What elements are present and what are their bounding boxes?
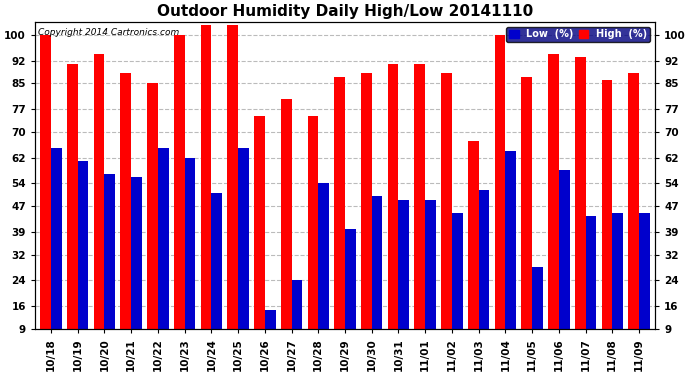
Bar: [415, 64, 425, 358]
Bar: [639, 213, 650, 358]
Bar: [612, 213, 623, 358]
Bar: [104, 174, 115, 358]
Bar: [388, 64, 398, 358]
Bar: [228, 25, 238, 358]
Bar: [67, 64, 78, 358]
Bar: [532, 267, 543, 358]
Bar: [559, 171, 569, 358]
Bar: [254, 116, 265, 358]
Bar: [292, 280, 302, 358]
Bar: [452, 213, 462, 358]
Bar: [211, 193, 222, 358]
Bar: [548, 54, 559, 358]
Bar: [281, 99, 292, 358]
Bar: [94, 54, 104, 358]
Bar: [51, 148, 61, 358]
Bar: [308, 116, 318, 358]
Bar: [158, 148, 168, 358]
Bar: [575, 57, 586, 358]
Bar: [335, 77, 345, 358]
Bar: [586, 216, 596, 358]
Bar: [479, 190, 489, 358]
Bar: [265, 309, 275, 358]
Bar: [40, 34, 51, 358]
Bar: [78, 161, 88, 358]
Bar: [629, 74, 639, 358]
Text: Copyright 2014 Cartronics.com: Copyright 2014 Cartronics.com: [38, 28, 179, 37]
Bar: [495, 34, 505, 358]
Bar: [372, 196, 382, 358]
Bar: [185, 158, 195, 358]
Bar: [398, 200, 409, 358]
Bar: [441, 74, 452, 358]
Bar: [174, 34, 185, 358]
Bar: [468, 141, 479, 358]
Bar: [602, 80, 612, 358]
Title: Outdoor Humidity Daily High/Low 20141110: Outdoor Humidity Daily High/Low 20141110: [157, 4, 533, 19]
Bar: [345, 229, 355, 358]
Bar: [505, 151, 516, 358]
Bar: [201, 25, 211, 358]
Bar: [361, 74, 372, 358]
Bar: [522, 77, 532, 358]
Bar: [238, 148, 249, 358]
Bar: [121, 74, 131, 358]
Legend: Low  (%), High  (%): Low (%), High (%): [506, 27, 650, 42]
Bar: [131, 177, 142, 358]
Bar: [425, 200, 436, 358]
Bar: [318, 183, 329, 358]
Bar: [147, 83, 158, 358]
